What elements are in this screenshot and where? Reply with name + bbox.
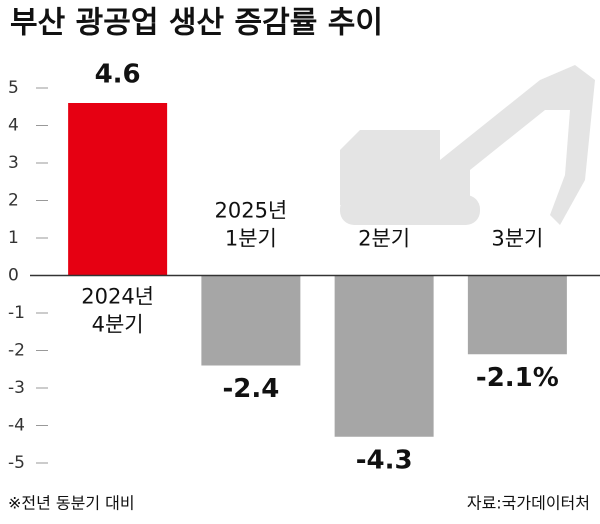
y-tick-label: 5 [8,78,19,98]
x-tick-label: 2분기 [358,227,410,251]
bar [467,275,567,355]
y-tick-label: 2 [8,191,19,211]
value-label: 4.6 [95,60,141,90]
y-tick-label: -4 [8,416,25,436]
value-label: -2.1% [476,363,559,393]
y-tick-label: 4 [8,116,19,136]
x-tick-label: 4분기 [92,313,144,337]
y-tick-label: 3 [8,153,19,173]
note: ※전년 동분기 대비 [8,494,135,513]
x-tick-label: 2025년 [214,199,287,223]
value-label: -2.4 [222,374,279,404]
y-tick-label: 0 [8,266,19,286]
y-tick-label: -2 [8,341,25,361]
bar [68,103,168,276]
bar [334,275,434,437]
y-tick-label: -5 [8,453,25,473]
chart-title: 부산 광공업 생산 증감률 추이 [10,6,383,41]
y-tick-label: 1 [8,228,19,248]
x-tick-label: 2024년 [81,285,154,309]
excavator-illustration [340,65,595,225]
bar [201,275,301,366]
y-tick-label: -3 [8,378,25,398]
x-tick-label: 3분기 [491,227,543,251]
x-tick-label: 1분기 [225,227,277,251]
y-tick-label: -1 [8,303,25,323]
value-label: -4.3 [356,445,413,475]
source: 자료:국가데이터처 [467,494,590,513]
